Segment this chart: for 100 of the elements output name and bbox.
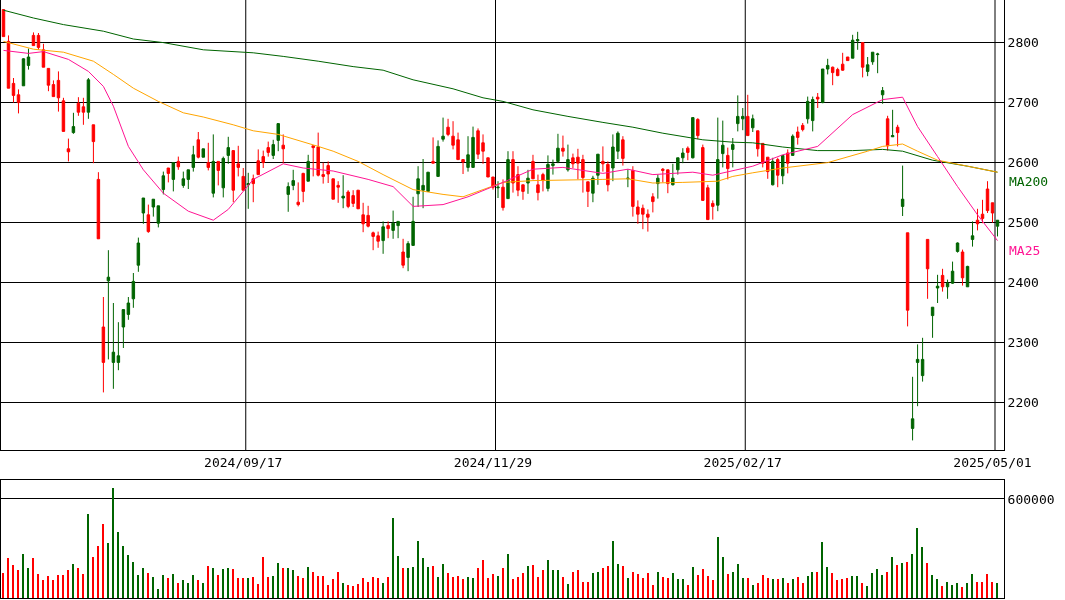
bar [77,568,79,598]
candlestick [501,178,505,212]
candlestick [845,56,850,62]
bar [732,572,734,598]
x-tick-label: 2025/05/01 [953,454,1032,470]
bar [337,572,339,598]
candlestick [386,220,390,239]
y-tick-label: 2200 [1007,394,1039,410]
bar [487,578,489,598]
candlestick [990,202,995,224]
bar [92,557,94,598]
bar [717,537,719,598]
bar [507,554,509,598]
bar [97,546,99,598]
candlestick [945,279,950,300]
bar [826,567,828,598]
candlestick [101,296,106,393]
candlestick [795,126,800,146]
bar [916,528,918,598]
bar [971,574,973,598]
bar [117,532,119,598]
bar [122,546,124,598]
candlestick [895,124,900,147]
bar [32,558,34,598]
candlestick [536,174,540,201]
bar [807,576,809,598]
bar [527,566,529,598]
candlestick [291,169,295,191]
bar [846,578,848,598]
candlestick [591,175,595,203]
candlestick [915,343,920,407]
bar [237,578,239,598]
bar [617,564,619,598]
bar [342,583,344,598]
bar [57,575,59,598]
bar [182,580,184,598]
bar [242,578,244,598]
candlestick [950,261,955,285]
candlestick [56,70,61,113]
bar [687,585,689,598]
candlestick [746,94,750,137]
candlestick [995,219,1000,237]
candlestick [91,124,96,164]
candlestick [790,133,795,156]
candlestick [726,147,730,180]
bar [247,578,249,598]
bar [467,577,469,598]
bar [966,583,968,598]
bar [302,578,304,598]
bar [647,573,649,598]
candlestick [880,86,885,105]
candlestick [176,156,181,171]
bar [272,576,274,598]
bar [327,585,329,598]
candlestick [810,96,815,132]
bar [317,576,319,598]
bar [287,568,289,598]
bar [612,541,614,598]
candlestick [46,67,51,92]
bar [52,580,54,598]
bar [157,589,159,598]
candlestick [126,296,131,321]
candlestick [955,241,960,254]
candlestick [241,167,245,191]
bar [512,579,514,598]
y-tick-label: 2600 [1007,154,1039,170]
candlestick [975,208,980,231]
bar [312,572,314,598]
candlestick [606,160,610,192]
bar [132,562,134,598]
candlestick [446,118,450,137]
bar [951,585,953,598]
bar [901,563,903,598]
bar [202,583,204,598]
bar [442,564,444,598]
bar [187,583,189,598]
bar [252,577,254,598]
candlestick [691,117,695,159]
bar [347,585,349,598]
bar [177,583,179,598]
y-tick-label: 2700 [1007,94,1039,110]
bar [886,572,888,598]
bar [27,568,29,598]
candlestick [116,321,121,371]
bar [377,578,379,598]
bar [562,577,564,598]
bar [162,575,164,598]
x-tick-label: 2024/09/17 [204,454,283,470]
candlestick [121,309,126,349]
bar [412,567,414,598]
bar [552,570,554,598]
bar [427,567,429,598]
bar [417,541,419,598]
candlestick [900,165,905,217]
bar [357,584,359,598]
bar [821,542,823,598]
bar [792,579,794,598]
candlestick [401,238,405,269]
bar [47,576,49,598]
bar [107,543,109,598]
